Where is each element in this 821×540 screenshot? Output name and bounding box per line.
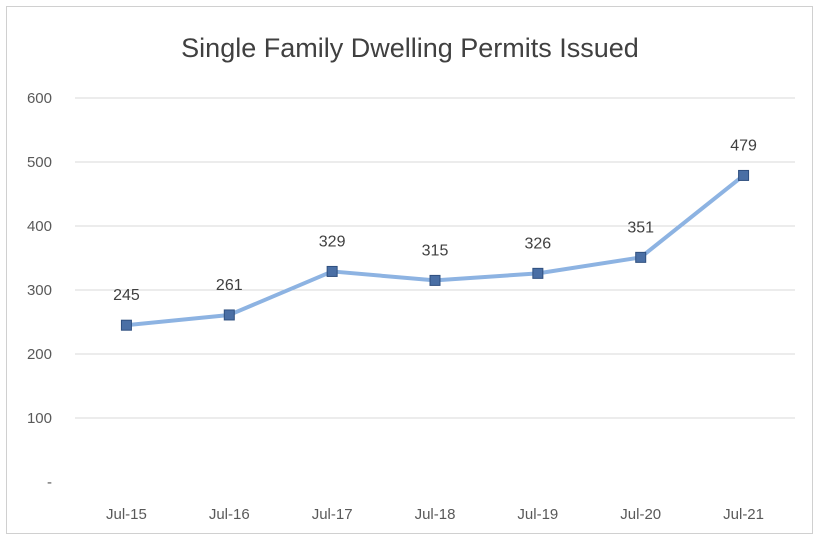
data-point-marker — [429, 274, 441, 286]
data-label: 351 — [627, 219, 654, 236]
data-point-marker — [635, 251, 647, 263]
x-tick-label: Jul-15 — [106, 506, 147, 523]
x-tick-label: Jul-19 — [517, 506, 558, 523]
data-label: 479 — [730, 137, 757, 154]
y-tick-label: - — [47, 474, 52, 491]
y-tick-label: 100 — [27, 410, 52, 427]
data-point-marker — [738, 169, 750, 181]
x-tick-label: Jul-17 — [312, 506, 353, 523]
chart-title: Single Family Dwelling Permits Issued — [181, 33, 639, 63]
data-label: 245 — [113, 287, 140, 304]
data-label: 329 — [319, 233, 346, 250]
y-tick-label: 600 — [27, 90, 52, 107]
data-point-marker — [532, 267, 544, 279]
x-tick-label: Jul-16 — [209, 506, 250, 523]
y-tick-label: 200 — [27, 346, 52, 363]
y-tick-label: 300 — [27, 282, 52, 299]
data-label: 261 — [216, 277, 243, 294]
x-tick-label: Jul-18 — [415, 506, 456, 523]
y-tick-label: 500 — [27, 154, 52, 171]
x-tick-label: Jul-20 — [620, 506, 661, 523]
data-label: 315 — [422, 242, 449, 259]
data-point-marker — [326, 265, 338, 277]
x-tick-label: Jul-21 — [723, 506, 764, 523]
series-permits — [120, 169, 750, 331]
data-point-marker — [223, 309, 235, 321]
data-labels: 245 261 329 315 326 351 479 — [113, 137, 757, 304]
y-tick-label: 400 — [27, 218, 52, 235]
y-axis-ticks: - 100 200 300 400 500 600 — [27, 90, 52, 491]
gridlines — [75, 97, 795, 419]
data-label: 326 — [525, 235, 552, 252]
data-point-marker — [120, 319, 132, 331]
x-axis-ticks: Jul-15 Jul-16 Jul-17 Jul-18 Jul-19 Jul-20 Jul-… — [106, 506, 764, 523]
chart-frame — [6, 6, 813, 534]
